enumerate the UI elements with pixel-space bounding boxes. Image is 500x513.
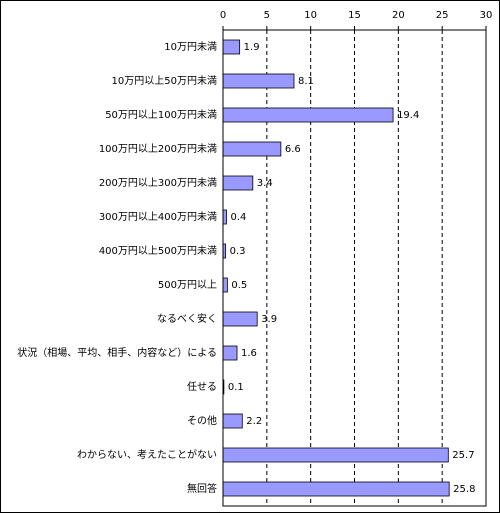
value-label: 2.2 [246,416,262,427]
bar [222,345,238,361]
y-tick-label: わからない、考えたことがない [77,448,217,461]
value-label: 19.4 [397,110,419,121]
y-tick-label: 状況（相場、平均、相手、内容など）による [17,346,217,359]
y-tick-label: 300万円以上400万円未満 [99,211,217,223]
value-label: 0.1 [228,382,244,393]
bar [222,175,254,191]
y-tick-label: 100万円以上200万円未満 [99,143,217,155]
y-tick-label: 50万円以上100万円未満 [105,109,217,121]
bar [222,277,228,293]
x-tick-label: 5 [264,10,270,21]
bar [222,447,449,463]
bar [222,209,227,225]
bar [222,107,394,123]
value-label: 0.3 [230,246,246,257]
value-label: 3.4 [257,178,273,189]
y-tick-label: 10万円未満 [164,41,217,53]
x-tick-label: 10 [304,10,317,21]
value-label: 8.1 [298,76,314,87]
value-label: 1.6 [241,348,257,359]
y-tick-label: 500万円以上 [158,279,217,291]
value-label: 1.9 [244,42,260,53]
value-label: 0.4 [231,212,247,223]
bar [222,73,295,89]
y-tick-label: 200万円以上300万円未満 [99,177,217,189]
value-label: 3.9 [261,314,277,325]
x-tick-label: 30 [480,10,493,21]
value-label: 6.6 [285,144,301,155]
y-tick-label: なるべく安く [157,312,217,325]
value-label: 25.7 [452,450,474,461]
x-tick-label: 0 [220,10,226,21]
bar [222,481,450,497]
bar [222,311,258,327]
value-label: 25.8 [453,484,475,495]
bar [222,141,282,157]
value-label: 0.5 [231,280,247,291]
x-tick-label: 25 [436,10,449,21]
y-tick-label: 任せる [187,380,217,393]
y-tick-label: 無回答 [187,482,217,495]
y-tick-label: 10万円以上50万円未満 [112,75,217,87]
y-tick-label: その他 [187,414,217,427]
x-tick-label: 20 [392,10,405,21]
bar [222,413,243,429]
y-tick-label: 400万円以上500万円未満 [99,245,217,257]
x-tick-label: 15 [348,10,361,21]
bar [222,39,241,55]
